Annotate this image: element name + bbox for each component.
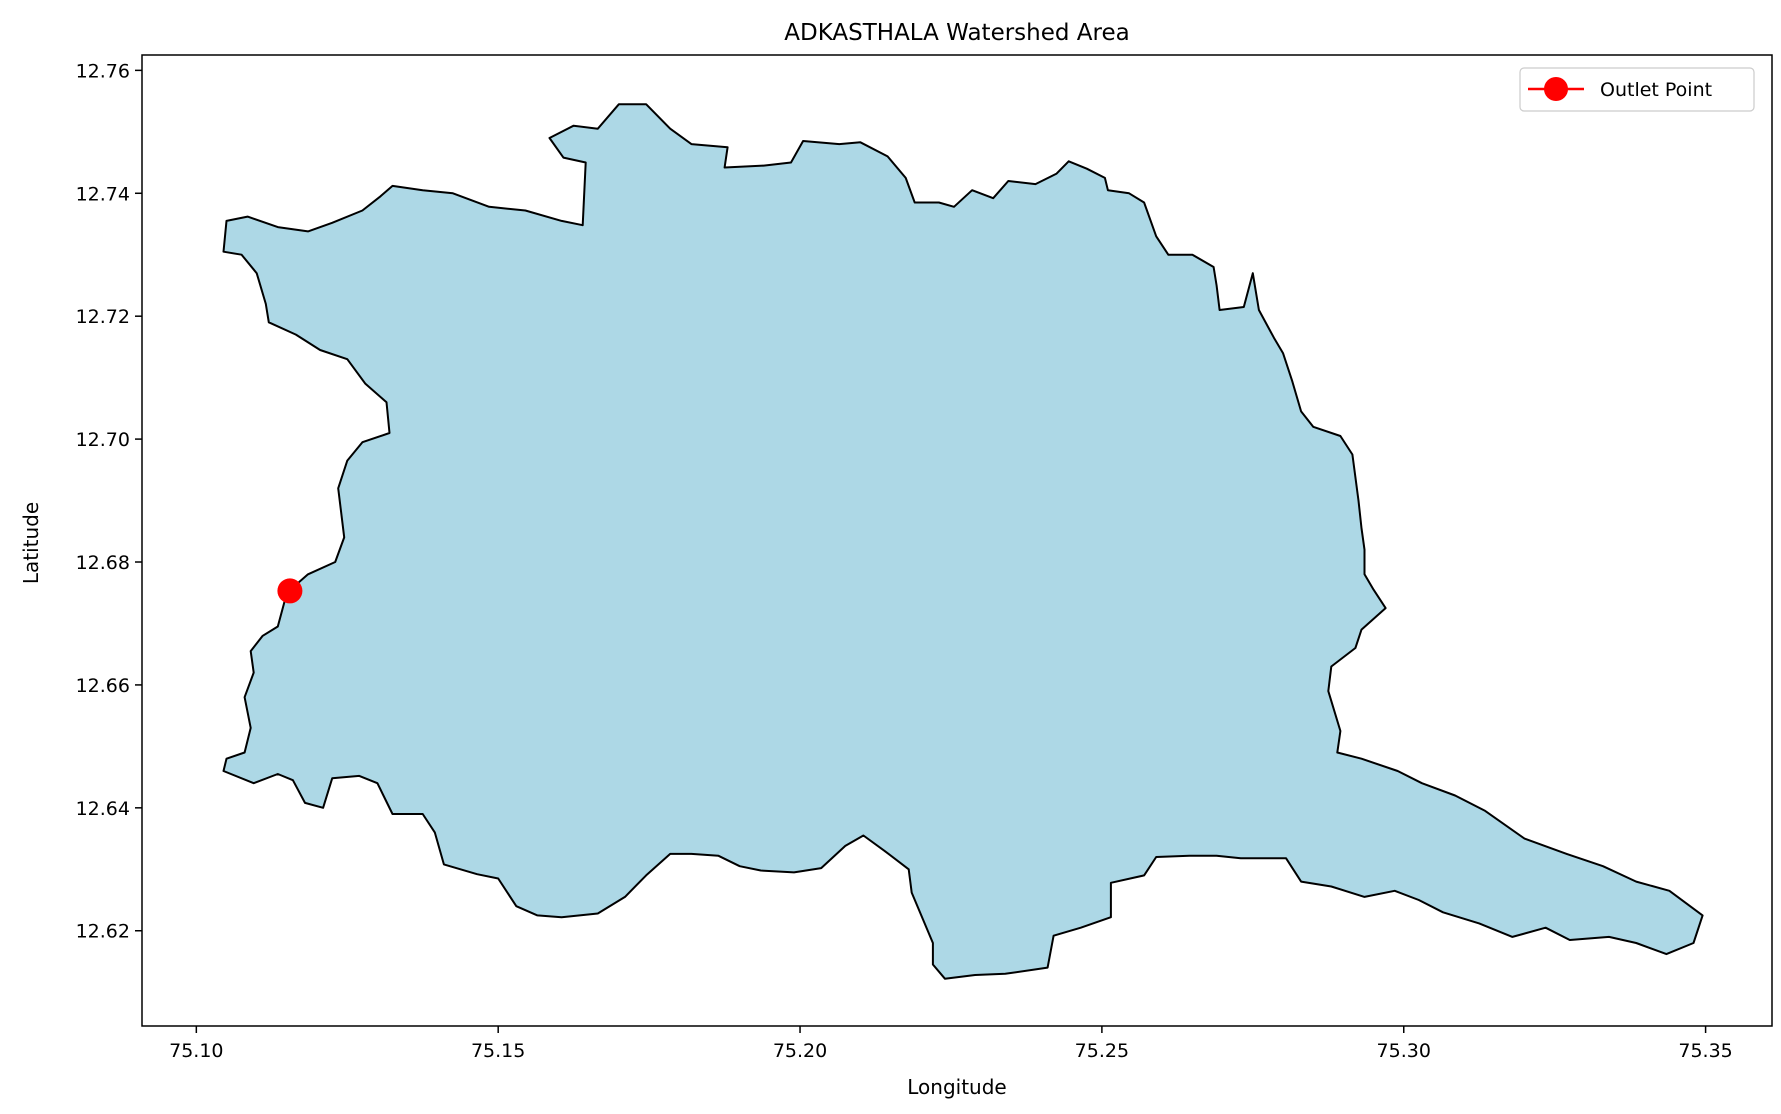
outlet-point-marker [277,578,303,604]
y-axis-label: Latitude [19,502,43,584]
y-tick-label: 12.70 [76,429,130,451]
axes-frame [141,54,1773,1027]
y-tick-label: 12.72 [76,306,130,328]
x-axis-ticks: 75.10 75.15 75.20 75.25 75.30 75.35 [169,1026,1733,1062]
chart-title: ADKASTHALA Watershed Area [784,20,1129,46]
x-axis-label: Longitude [907,1075,1006,1099]
y-axis-ticks: 12.62 12.64 12.66 12.68 12.70 12.72 12.74 12.76 [76,60,142,943]
x-tick-label: 75.20 [773,1040,827,1062]
plot-area [222,103,1704,980]
y-tick-label: 12.68 [76,552,130,574]
legend-frame [1519,67,1755,112]
x-tick-label: 75.10 [169,1040,223,1062]
legend-label-outlet-point: Outlet Point [1600,79,1712,101]
x-tick-label: 75.30 [1377,1040,1431,1062]
legend-marker-icon [1544,77,1568,101]
x-tick-label: 75.25 [1075,1040,1129,1062]
legend: Outlet Point [1519,67,1755,112]
y-tick-label: 12.76 [76,60,130,82]
y-tick-label: 12.74 [76,183,130,205]
watershed-polygon [222,103,1704,980]
y-tick-label: 12.62 [76,921,130,943]
y-tick-label: 12.66 [76,675,130,697]
x-tick-label: 75.15 [471,1040,525,1062]
x-tick-label: 75.35 [1678,1040,1732,1062]
y-tick-label: 12.64 [76,798,130,820]
